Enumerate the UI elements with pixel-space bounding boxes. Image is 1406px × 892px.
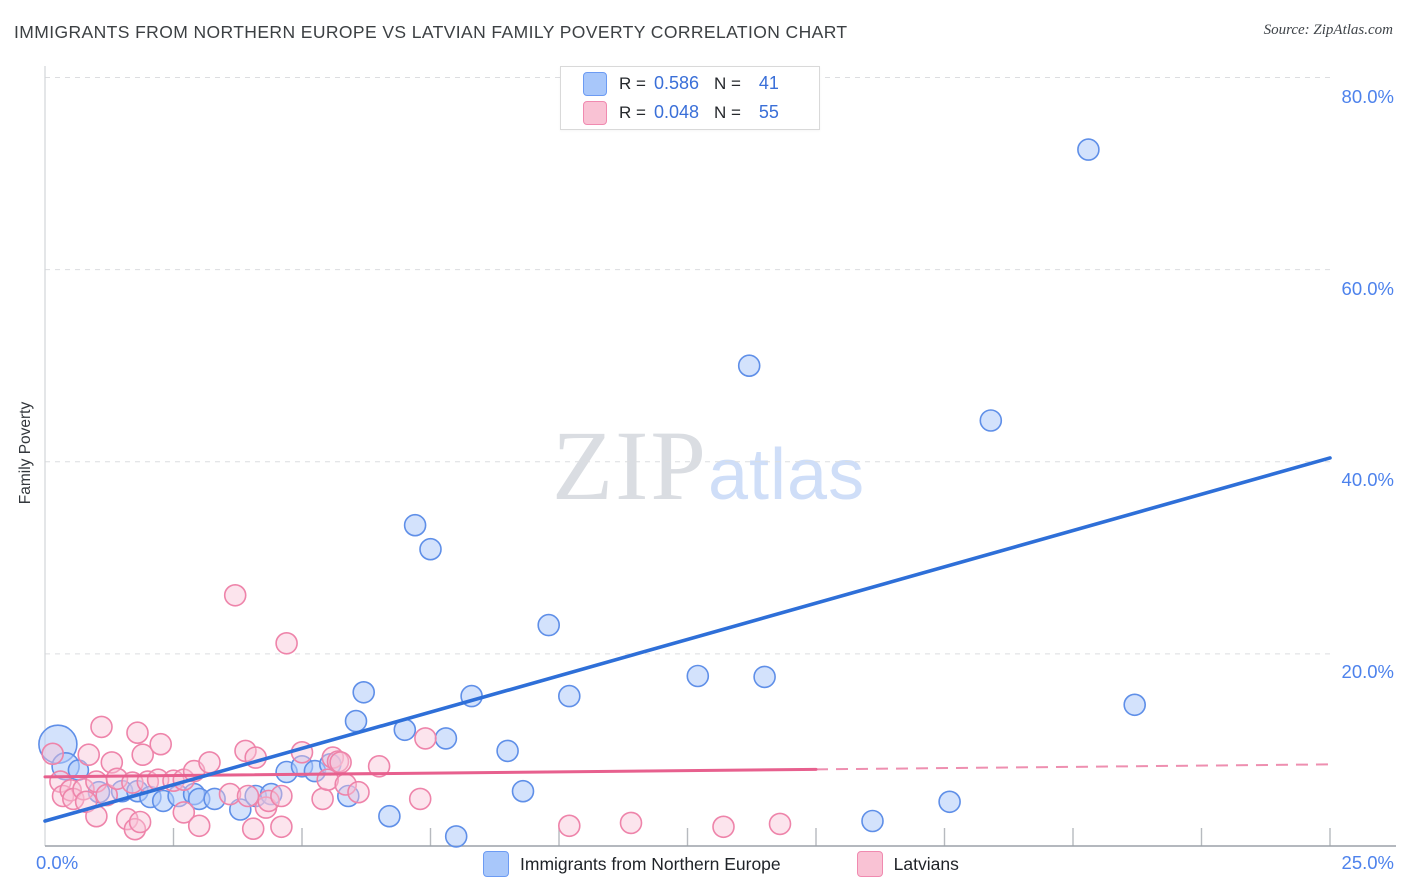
point-northern-europe[interactable] — [753, 665, 776, 689]
n-label: N = — [713, 102, 741, 122]
point-latvians[interactable] — [275, 631, 298, 655]
point-latvians[interactable] — [329, 751, 352, 774]
point-latvians[interactable] — [236, 784, 260, 808]
point-latvians[interactable] — [131, 743, 154, 767]
point-latvians[interactable] — [408, 787, 432, 811]
y-tick-label-80: 80.0% — [1341, 86, 1394, 107]
point-latvians[interactable] — [347, 780, 370, 804]
x-tick-label-0: 0.0% — [36, 852, 79, 873]
series-legend: Immigrants from Northern Europe Latvians — [483, 851, 959, 877]
page-title: IMMIGRANTS FROM NORTHERN EUROPE VS LATVI… — [14, 22, 848, 42]
n-value-pink: 55 — [758, 102, 779, 122]
point-northern-europe[interactable] — [1077, 138, 1100, 161]
point-northern-europe[interactable] — [403, 513, 427, 537]
point-latvians[interactable] — [619, 811, 643, 835]
trend-line-northern-europe — [43, 456, 1332, 823]
n-label: N = — [713, 73, 741, 93]
x-tick-label-25: 25.0% — [1341, 852, 1394, 873]
point-northern-europe[interactable] — [434, 727, 458, 750]
legend-row-blue: R = 0.586 N = 41 — [583, 71, 819, 96]
r-value-pink: 0.048 — [653, 102, 699, 122]
pink-series-swatch — [583, 100, 607, 125]
legend-row-pink: R = 0.048 N = 55 — [583, 100, 819, 125]
source-attribution: Source: ZipAtlas.com — [1263, 22, 1393, 38]
point-northern-europe[interactable] — [352, 680, 376, 704]
trend-line-latvians — [43, 767, 818, 779]
point-northern-europe[interactable] — [344, 709, 368, 733]
point-latvians[interactable] — [367, 754, 391, 778]
point-northern-europe[interactable] — [557, 684, 581, 708]
point-latvians[interactable] — [187, 814, 211, 838]
n-value-blue: 41 — [758, 73, 779, 93]
pink-series-label: Latvians — [893, 853, 959, 874]
point-northern-europe[interactable] — [419, 537, 442, 561]
point-latvians[interactable] — [414, 727, 437, 750]
point-latvians[interactable] — [241, 817, 265, 841]
blue-series-swatch — [483, 851, 509, 877]
point-northern-europe[interactable] — [229, 798, 252, 821]
blue-series-swatch — [583, 71, 607, 96]
point-northern-europe[interactable] — [979, 409, 1003, 432]
blue-series-label: Immigrants from Northern Europe — [520, 853, 781, 874]
y-tick-label-40: 40.0% — [1341, 469, 1394, 490]
y-tick-label-60: 60.0% — [1341, 278, 1394, 299]
point-latvians[interactable] — [712, 815, 735, 839]
point-latvians[interactable] — [41, 742, 65, 766]
point-latvians[interactable] — [149, 732, 172, 756]
y-tick-label-20: 20.0% — [1341, 661, 1394, 682]
point-northern-europe[interactable] — [537, 613, 561, 637]
y-axis-title: Family Poverty — [17, 401, 34, 505]
point-latvians[interactable] — [128, 810, 152, 834]
correlation-legend-box: R = 0.586 N = 41 R = 0.048 N = 55 — [560, 66, 820, 130]
point-latvians[interactable] — [223, 583, 247, 607]
pink-series-swatch — [856, 851, 883, 877]
point-latvians[interactable] — [218, 782, 242, 806]
point-latvians[interactable] — [257, 789, 280, 813]
point-latvians[interactable] — [311, 787, 334, 811]
point-northern-europe[interactable] — [444, 825, 468, 848]
r-label: R = — [619, 73, 646, 93]
point-latvians[interactable] — [768, 812, 792, 836]
r-label: R = — [619, 102, 646, 122]
r-value-blue: 0.586 — [653, 73, 699, 93]
point-northern-europe[interactable] — [378, 804, 401, 828]
point-northern-europe[interactable] — [1123, 693, 1146, 717]
point-northern-europe[interactable] — [496, 739, 519, 763]
point-latvians[interactable] — [126, 721, 149, 745]
point-northern-europe[interactable] — [938, 790, 961, 814]
point-latvians[interactable] — [172, 801, 196, 824]
point-latvians[interactable] — [270, 815, 293, 839]
point-northern-europe[interactable] — [686, 664, 710, 688]
point-northern-europe[interactable] — [737, 354, 761, 378]
point-latvians[interactable] — [198, 751, 221, 774]
point-latvians[interactable] — [557, 814, 581, 838]
point-northern-europe[interactable] — [511, 779, 535, 803]
point-latvians[interactable] — [77, 743, 100, 767]
point-latvians[interactable] — [270, 784, 293, 808]
trend-line-latvians-extrapolated — [815, 763, 1331, 771]
point-latvians[interactable] — [90, 715, 113, 739]
point-northern-europe[interactable] — [861, 809, 884, 833]
